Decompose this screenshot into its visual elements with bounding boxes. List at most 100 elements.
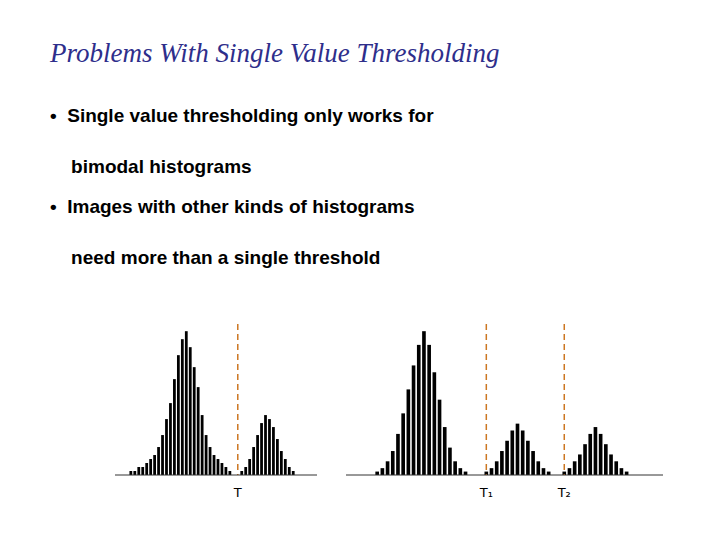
bar xyxy=(500,451,504,475)
bar xyxy=(381,468,385,475)
bar xyxy=(228,471,231,475)
bar xyxy=(620,468,624,475)
bar xyxy=(157,447,160,475)
bar xyxy=(264,415,267,475)
bar xyxy=(177,355,180,475)
bar xyxy=(417,345,421,475)
threshold-line xyxy=(564,324,566,475)
x-axis-line xyxy=(115,475,317,476)
bar xyxy=(459,468,463,475)
bar xyxy=(443,427,447,475)
bar xyxy=(588,434,592,475)
bar xyxy=(193,367,196,475)
bar xyxy=(568,468,572,475)
bar xyxy=(244,467,247,475)
bar xyxy=(583,444,587,475)
bar xyxy=(412,365,416,475)
bar xyxy=(292,471,295,475)
bar xyxy=(578,454,582,475)
bar xyxy=(510,430,514,475)
bar xyxy=(427,345,431,475)
bar xyxy=(169,403,172,475)
bar xyxy=(609,454,613,475)
bar xyxy=(604,444,608,475)
slide: Problems With Single Value Thresholding •… xyxy=(0,0,720,540)
bar xyxy=(516,424,520,475)
bar xyxy=(252,447,255,475)
bullet-text: bimodal histograms xyxy=(50,156,252,177)
bar xyxy=(201,415,204,475)
bar xyxy=(490,468,494,475)
bar xyxy=(505,441,509,475)
bar xyxy=(396,434,400,475)
bar xyxy=(284,459,287,475)
bar xyxy=(536,461,540,475)
bar xyxy=(276,439,279,475)
bar xyxy=(464,472,468,475)
bar xyxy=(217,459,220,475)
bar xyxy=(260,423,263,475)
bar xyxy=(422,331,426,475)
threshold-line xyxy=(237,324,239,475)
bar xyxy=(149,459,152,475)
bar xyxy=(438,400,442,475)
bar xyxy=(614,461,618,475)
histogram: T₁ T₂ xyxy=(346,324,663,500)
bar xyxy=(181,339,184,475)
bar xyxy=(173,379,176,475)
bar xyxy=(137,467,140,475)
bar xyxy=(205,435,208,475)
bar xyxy=(288,467,291,475)
bar xyxy=(433,372,437,475)
bullet-text: • Single value thresholding only works f… xyxy=(50,105,434,126)
bar xyxy=(407,389,411,475)
histogram: T xyxy=(115,324,317,500)
bar xyxy=(521,430,525,475)
threshold-label: T₁ xyxy=(479,485,493,500)
bar xyxy=(453,461,457,475)
bar xyxy=(141,467,144,475)
threshold-label: T xyxy=(233,485,242,500)
bar xyxy=(272,427,275,475)
bar xyxy=(268,419,271,475)
bar xyxy=(145,463,148,475)
bullet-text: • Images with other kinds of histograms xyxy=(50,196,415,217)
bar xyxy=(161,435,164,475)
x-axis-line xyxy=(346,475,663,476)
bar xyxy=(448,448,452,475)
bar xyxy=(133,471,136,475)
bar xyxy=(495,461,499,475)
bar xyxy=(225,467,228,475)
bar xyxy=(256,435,259,475)
threshold-label: T₂ xyxy=(557,485,571,500)
bars xyxy=(375,324,628,475)
bar xyxy=(542,468,546,475)
bar xyxy=(240,471,243,475)
bar xyxy=(391,451,395,475)
bar xyxy=(375,472,379,475)
bar xyxy=(129,471,132,475)
bars xyxy=(129,324,294,475)
bar xyxy=(153,455,156,475)
bar xyxy=(209,447,212,475)
title: Problems With Single Value Thresholding xyxy=(49,38,499,68)
bar xyxy=(197,387,200,475)
bar xyxy=(213,455,216,475)
bar xyxy=(594,427,598,475)
bar xyxy=(573,461,577,475)
bar xyxy=(189,347,192,475)
threshold-line xyxy=(486,324,488,475)
bar xyxy=(599,434,603,475)
bar xyxy=(386,461,390,475)
bar xyxy=(185,331,188,475)
bar xyxy=(547,472,551,475)
bar xyxy=(165,419,168,475)
bar xyxy=(248,459,251,475)
bar xyxy=(401,413,405,475)
bar xyxy=(531,451,535,475)
bar xyxy=(625,472,629,475)
bar xyxy=(280,451,283,475)
bar xyxy=(526,441,530,475)
bar xyxy=(221,463,224,475)
bullet-text: need more than a single threshold xyxy=(50,247,380,268)
